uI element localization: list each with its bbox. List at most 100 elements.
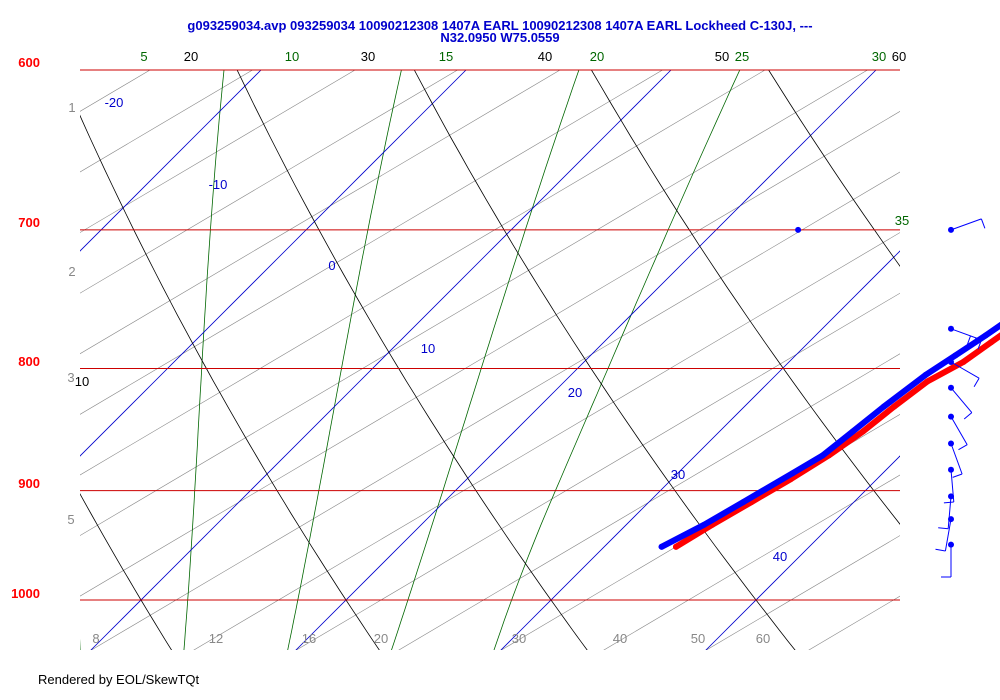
wind-barb-flag <box>952 473 963 478</box>
sounding-point <box>988 339 995 346</box>
mixing-ratio-labels: 8 12 16 20 30 40 50 60 <box>92 631 770 646</box>
temperature-axis-label: 60 <box>892 49 906 64</box>
sounding-point <box>740 499 747 506</box>
pressure-label: 600 <box>18 55 40 70</box>
pressure-label: 800 <box>18 354 40 369</box>
mixing-ratio-line <box>80 70 561 355</box>
sounding-point <box>880 403 887 410</box>
mixing-ratio-line <box>500 414 900 650</box>
wind-barb <box>938 493 954 530</box>
sounding-point <box>982 332 989 339</box>
wind-barb-staff <box>950 443 963 475</box>
moist-adiabat-label: 5 <box>140 49 147 64</box>
isotherm-label: 30 <box>671 467 685 482</box>
mixing-ratio-line <box>705 535 900 650</box>
wind-barb-flag <box>980 218 986 229</box>
mixing-ratio-line <box>80 111 900 597</box>
moist-adiabat-labels: 5 10 15 20 25 30 35 <box>140 49 909 228</box>
sounding-point <box>789 470 796 477</box>
isotherm-line <box>910 0 1000 651</box>
mixing-ratio-lines <box>0 0 900 651</box>
isolated-point <box>795 226 802 233</box>
isotherm-line <box>90 70 672 650</box>
mixing-ratio-label: 40 <box>613 631 627 646</box>
footer-credit: Rendered by EOL/SkewTQt <box>38 672 200 687</box>
wind-barb-staff <box>950 416 968 445</box>
isotherm-line <box>705 455 900 650</box>
altitude-label: 1 <box>68 100 75 115</box>
wind-barb-staff <box>950 361 980 379</box>
wind-barb <box>941 541 954 578</box>
isotherm-label: 10 <box>421 341 435 356</box>
wind-barbs <box>935 218 986 578</box>
temperature-axis-label: 50 <box>715 49 729 64</box>
wind-barb-flag <box>963 412 973 420</box>
temperature-axis-label: 30 <box>361 49 375 64</box>
mixing-ratio-line <box>80 70 664 415</box>
moist-adiabat-line <box>493 70 741 650</box>
mixing-ratio-line <box>80 70 356 233</box>
isotherm-line <box>295 70 877 650</box>
chart-title-line1: g093259034.avp 093259034 10090212308 140… <box>187 18 812 33</box>
pressure-label: 700 <box>18 215 40 230</box>
pressure-label: 1000 <box>11 586 40 601</box>
temperature-axis-label: 40 <box>538 49 552 64</box>
sounding-point <box>673 543 679 550</box>
chart-title-line2: N32.0950 W75.0559 <box>440 30 559 45</box>
sounding-point <box>922 371 929 378</box>
mixing-ratio-line <box>193 232 900 650</box>
sounding-point <box>860 428 867 435</box>
moist-adiabat-label: 20 <box>590 49 604 64</box>
mixing-ratio-line <box>398 353 900 650</box>
isotherm-labels: -20 -10 0 10 20 30 40 <box>105 95 788 564</box>
wind-barb-flag <box>938 527 949 530</box>
isotherm-label: 0 <box>328 258 335 273</box>
mixing-ratio-label: 12 <box>209 631 223 646</box>
wind-barb-staff <box>950 387 973 413</box>
mixing-ratio-label: 20 <box>374 631 388 646</box>
mixing-ratio-line <box>80 70 254 173</box>
isotherm-line <box>80 70 262 252</box>
mixing-ratio-label: 16 <box>302 631 316 646</box>
isotherm-label: -20 <box>105 95 124 110</box>
isotherm-label: 40 <box>773 549 787 564</box>
mixing-ratio-label: 8 <box>92 631 99 646</box>
wind-barb-staff <box>944 519 952 552</box>
mixing-ratio-line <box>80 70 151 112</box>
sounding-point <box>849 428 856 435</box>
pressure-label: 900 <box>18 476 40 491</box>
wind-barb-staff <box>950 218 982 231</box>
temperature-axis-label: 20 <box>184 49 198 64</box>
wind-barb-flag <box>943 501 954 504</box>
sounding-point <box>891 403 897 410</box>
wind-barb-flag <box>977 339 982 350</box>
wind-barb-staff <box>947 496 952 529</box>
dry-adiabat-line <box>590 70 900 525</box>
sounding-point <box>924 378 931 385</box>
sounding-series <box>658 321 1000 550</box>
dry-adiabat-line <box>80 493 172 650</box>
temperature-axis-labels: 10 20 30 40 50 60 <box>75 49 906 389</box>
moist-adiabat-label: 25 <box>735 49 749 64</box>
wind-barb-staff <box>950 328 982 341</box>
dry-adiabat-line <box>80 114 380 650</box>
mixing-ratio-label: 30 <box>512 631 526 646</box>
moist-adiabat-line <box>287 70 402 650</box>
mixing-ratio-line <box>80 70 766 476</box>
altitude-labels: 1 2 3 5 <box>67 100 75 527</box>
wind-barb <box>948 359 980 388</box>
sounding-point <box>960 359 967 365</box>
pressure-lines <box>80 69 900 601</box>
isolated-points <box>795 226 802 233</box>
mixing-ratio-label: 50 <box>691 631 705 646</box>
wind-barb <box>948 325 982 350</box>
mixing-ratio-line <box>0 0 169 651</box>
altitude-label: 5 <box>67 512 74 527</box>
wind-barb-flag <box>935 548 946 552</box>
wind-barb <box>948 413 968 451</box>
dry-adiabat-line <box>768 70 900 267</box>
mixing-ratio-line <box>808 595 900 650</box>
isotherm-lines <box>80 0 1000 651</box>
wind-barb-flag <box>958 444 968 451</box>
